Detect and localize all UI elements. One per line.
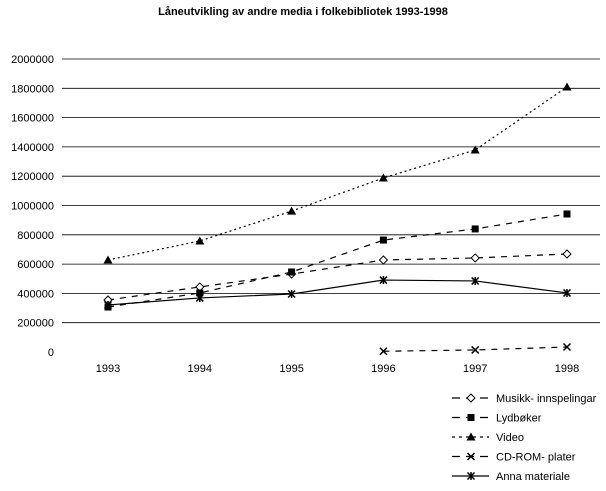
data-point-musikk-innspelingar — [378, 255, 389, 265]
series-line-anna-materiale — [107, 279, 568, 306]
data-point-lydbøker — [471, 225, 479, 233]
data-point-lydbøker — [288, 268, 296, 276]
x-tick-label: 1997 — [463, 363, 487, 375]
legend-marker-anna-materiale — [466, 471, 476, 481]
x-tick-label: 1994 — [188, 363, 212, 375]
x-tick-label: 1998 — [555, 363, 579, 375]
y-tick-label: 1600000 — [11, 113, 54, 125]
data-point-video — [195, 236, 205, 245]
data-point-cd-rom-plater — [379, 347, 388, 356]
y-tick-label: 1400000 — [11, 142, 54, 154]
data-point-video — [287, 206, 297, 215]
data-point-anna-materiale — [471, 276, 480, 285]
legend-label-cd-rom-plater: CD-ROM- plater — [496, 452, 576, 464]
y-tick-label: 1200000 — [11, 171, 54, 183]
data-point-lydbøker — [379, 236, 387, 244]
x-tick-label: 1993 — [96, 363, 120, 375]
data-point-musikk-innspelingar — [562, 249, 572, 259]
data-point-video — [562, 82, 572, 91]
legend-marker-lydbøker — [467, 414, 475, 421]
legend-label-lydbøker: Lydbøker — [496, 413, 542, 425]
data-point-anna-materiale — [287, 289, 296, 299]
y-tick-label: 600000 — [17, 259, 54, 271]
data-point-anna-materiale — [103, 300, 113, 310]
x-tick-label: 1996 — [371, 363, 395, 375]
data-point-anna-materiale — [195, 293, 204, 302]
legend-label-video: Video — [496, 432, 524, 444]
chart-title: Låneutvikling av andre media i folkebibl… — [158, 6, 448, 18]
y-tick-label: 2000000 — [11, 54, 54, 66]
legend-label-anna-materiale: Anna materiale — [496, 471, 570, 483]
y-tick-label: 800000 — [17, 230, 54, 242]
legend-marker-musikk-innspelingar — [466, 393, 476, 403]
y-tick-label: 400000 — [17, 288, 54, 300]
data-point-video — [378, 173, 388, 182]
data-point-cd-rom-plater — [471, 345, 480, 354]
data-point-anna-materiale — [379, 276, 388, 285]
legend-marker-video — [466, 432, 476, 441]
series-line-musikk-innspelingar — [107, 253, 568, 301]
legend-label-musikk-innspelingar: Musikk- innspelingar — [496, 393, 597, 405]
data-point-video — [103, 255, 113, 264]
y-tick-label: 0 — [48, 347, 54, 359]
y-tick-label: 200000 — [17, 318, 54, 330]
data-point-video — [470, 145, 480, 154]
y-tick-label: 1000000 — [11, 201, 54, 213]
legend-marker-cd-rom-plater — [466, 452, 476, 461]
series-line-lydbøker — [107, 213, 568, 308]
y-tick-label: 1800000 — [11, 83, 54, 95]
data-point-anna-materiale — [562, 288, 572, 297]
x-tick-label: 1995 — [279, 363, 303, 375]
series-line-video — [107, 86, 568, 261]
data-point-lydbøker — [563, 210, 571, 218]
data-point-cd-rom-plater — [562, 342, 572, 352]
data-point-musikk-innspelingar — [470, 253, 480, 263]
data-point-lydbøker — [196, 289, 204, 297]
